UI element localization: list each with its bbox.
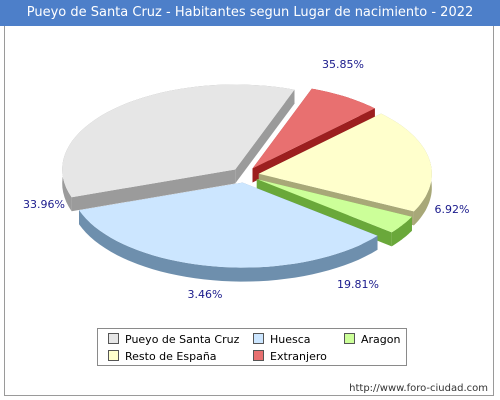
pie-slice-edge <box>235 89 295 184</box>
pie-slice <box>258 113 432 212</box>
legend-label: Resto de España <box>125 350 217 363</box>
legend-label: Pueyo de Santa Cruz <box>125 333 240 346</box>
chart-title: Pueyo de Santa Cruz - Habitantes segun L… <box>0 0 500 26</box>
legend-swatch <box>253 350 264 361</box>
legend-item: Pueyo de Santa Cruz <box>108 333 239 347</box>
pie-slice-value-label: 33.96% <box>23 198 65 211</box>
pie-slice <box>256 179 412 233</box>
legend-label: Extranjero <box>270 350 327 363</box>
legend-swatch <box>344 333 355 344</box>
legend: Pueyo de Santa Cruz Huesca Aragon Resto … <box>97 328 407 366</box>
source-link[interactable]: http://www.foro-ciudad.com <box>349 383 488 394</box>
legend-item: Aragon <box>344 333 400 347</box>
pie-slice-value-label: 3.46% <box>188 288 223 301</box>
legend-label: Huesca <box>270 333 311 346</box>
pie-slice <box>79 182 378 268</box>
legend-item: Huesca <box>253 333 311 347</box>
pie-slice-value-label: 19.81% <box>337 278 379 291</box>
legend-swatch <box>108 350 119 361</box>
pie-labels: 35.85% 6.92% 19.81% 3.46% 33.96% <box>23 58 469 301</box>
legend-item: Extranjero <box>253 350 327 364</box>
pie-slice <box>252 88 375 169</box>
legend-item: Resto de España <box>108 350 217 364</box>
pie-slice-side <box>79 210 378 282</box>
legend-swatch <box>108 333 119 344</box>
pie-slice-value-label: 35.85% <box>322 58 364 71</box>
legend-swatch <box>253 333 264 344</box>
pie-slice-edge <box>71 169 236 212</box>
pie-tops <box>62 84 432 268</box>
legend-label: Aragon <box>361 333 401 346</box>
pie-slice <box>62 84 295 198</box>
pie-slice-value-label: 6.92% <box>435 203 470 216</box>
